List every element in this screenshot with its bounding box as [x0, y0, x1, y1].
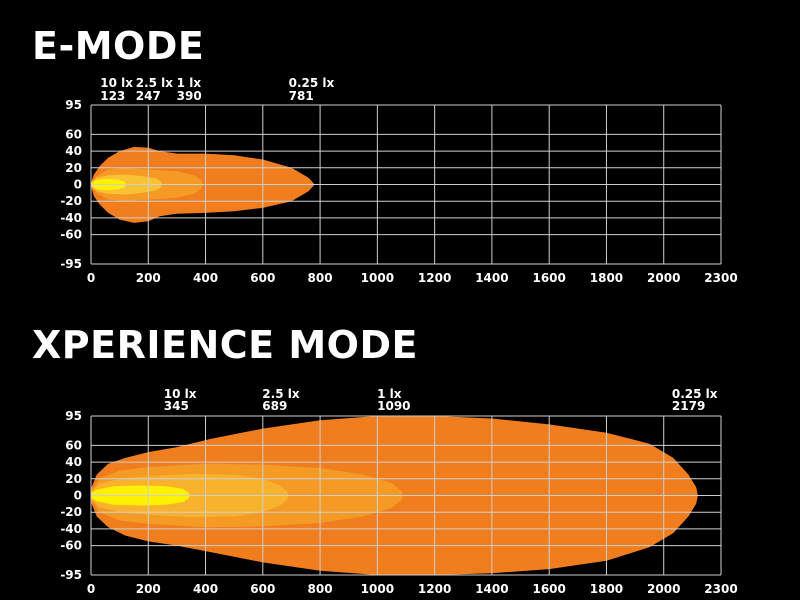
isolux-distance: 345	[164, 399, 189, 413]
isolux-distance: 781	[289, 89, 314, 103]
x-tick-label: 200	[136, 582, 161, 596]
y-tick-label: 20	[65, 161, 82, 175]
y-tick-label: 95	[65, 98, 82, 112]
x-tick-label: 400	[193, 582, 218, 596]
x-tick-label: 600	[250, 271, 275, 285]
x-tick-label: 1200	[418, 582, 451, 596]
x-tick-label: 1800	[590, 271, 623, 285]
y-tick-label: 40	[65, 144, 82, 158]
e-mode-title: E-MODE	[32, 24, 205, 68]
x-tick-label: 1400	[475, 582, 508, 596]
x-tick-label: 1200	[418, 271, 451, 285]
x-tick-label: 2300	[704, 582, 737, 596]
x-tick-label: 600	[250, 582, 275, 596]
x-tick-label: 200	[136, 271, 161, 285]
isolux-label: 10 lx	[100, 76, 133, 90]
y-tick-label: 0	[74, 489, 82, 503]
isolux-distance: 689	[262, 399, 287, 413]
y-tick-label: -60	[60, 539, 82, 553]
y-tick-label: -20	[60, 194, 82, 208]
x-tick-label: 800	[308, 582, 333, 596]
isolux-label: 1 lx	[377, 387, 402, 401]
y-tick-label: -20	[60, 505, 82, 519]
y-tick-label: -40	[60, 211, 82, 225]
y-tick-label: 20	[65, 472, 82, 486]
y-tick-label: -95	[60, 568, 82, 582]
y-tick-label: 40	[65, 455, 82, 469]
isolux-distance: 2179	[672, 399, 705, 413]
x-tick-label: 400	[193, 271, 218, 285]
isolux-distance: 1090	[377, 399, 410, 413]
isolux-label: 2.5 lx	[262, 387, 300, 401]
y-tick-label: -95	[60, 257, 82, 271]
x-tick-label: 2300	[704, 271, 737, 285]
y-tick-label: 60	[65, 438, 82, 452]
x-tick-label: 1400	[475, 271, 508, 285]
isolux-distance: 247	[136, 89, 161, 103]
x-tick-label: 1000	[361, 582, 394, 596]
xperience-mode-title: XPERIENCE MODE	[32, 323, 418, 367]
y-tick-label: 0	[74, 178, 82, 192]
x-tick-label: 800	[308, 271, 333, 285]
isolux-distance: 123	[100, 89, 125, 103]
isolux-label: 2.5 lx	[136, 76, 174, 90]
x-tick-label: 0	[87, 582, 95, 596]
x-tick-label: 1000	[361, 271, 394, 285]
isolux-label: 0.25 lx	[672, 387, 718, 401]
x-tick-label: 2000	[647, 582, 680, 596]
x-tick-label: 1600	[532, 582, 565, 596]
x-tick-label: 1800	[590, 582, 623, 596]
isolux-label: 0.25 lx	[289, 76, 335, 90]
y-tick-label: 95	[65, 409, 82, 423]
isolux-distance: 390	[177, 89, 202, 103]
x-tick-label: 1600	[532, 271, 565, 285]
y-tick-label: -40	[60, 522, 82, 536]
isolux-label: 1 lx	[177, 76, 202, 90]
isolux-label: 10 lx	[164, 387, 197, 401]
x-tick-label: 2000	[647, 271, 680, 285]
y-tick-label: -60	[60, 228, 82, 242]
x-tick-label: 0	[87, 271, 95, 285]
y-tick-label: 60	[65, 127, 82, 141]
